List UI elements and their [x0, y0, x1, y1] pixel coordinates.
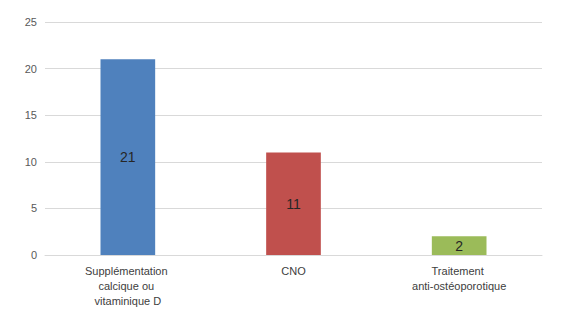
- svg-text:10: 10: [25, 156, 37, 168]
- svg-text:20: 20: [25, 63, 37, 75]
- svg-text:calcique ou: calcique ou: [98, 280, 157, 292]
- svg-text:5: 5: [31, 202, 37, 214]
- svg-text:15: 15: [25, 109, 37, 121]
- svg-text:Traitement: Traitement: [432, 265, 487, 277]
- svg-text:CNO: CNO: [281, 265, 306, 277]
- svg-text:anti-ostéoporotique: anti-ostéoporotique: [412, 280, 506, 292]
- svg-text:25: 25: [25, 16, 37, 28]
- svg-text:Supplémentation: Supplémentation: [85, 265, 171, 277]
- svg-text:vitaminique D: vitaminique D: [95, 295, 162, 307]
- svg-text:0: 0: [31, 249, 37, 261]
- svg-text:2: 2: [455, 238, 463, 254]
- svg-text:21: 21: [120, 149, 136, 165]
- svg-text:11: 11: [286, 196, 301, 212]
